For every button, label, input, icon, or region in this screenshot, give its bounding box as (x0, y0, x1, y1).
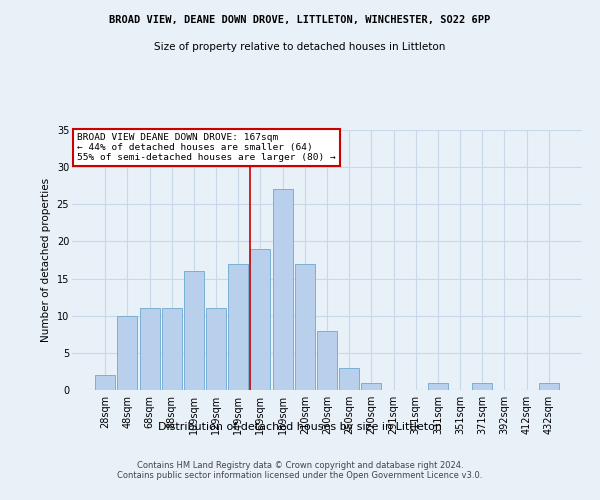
Bar (539, 382, 559, 390)
Bar (339, 368, 359, 390)
Text: BROAD VIEW, DEANE DOWN DROVE, LITTLETON, WINCHESTER, SO22 6PP: BROAD VIEW, DEANE DOWN DROVE, LITTLETON,… (109, 15, 491, 25)
Bar (428, 382, 448, 390)
Bar (228, 264, 248, 390)
Bar (162, 308, 182, 390)
Bar (95, 375, 115, 390)
Text: BROAD VIEW DEANE DOWN DROVE: 167sqm
← 44% of detached houses are smaller (64)
55: BROAD VIEW DEANE DOWN DROVE: 167sqm ← 44… (77, 132, 336, 162)
Text: Distribution of detached houses by size in Littleton: Distribution of detached houses by size … (158, 422, 442, 432)
Text: Size of property relative to detached houses in Littleton: Size of property relative to detached ho… (154, 42, 446, 52)
Bar (206, 308, 226, 390)
Text: Contains HM Land Registry data © Crown copyright and database right 2024.
Contai: Contains HM Land Registry data © Crown c… (118, 460, 482, 480)
Bar (184, 271, 204, 390)
Bar (472, 382, 492, 390)
Bar (361, 382, 382, 390)
Y-axis label: Number of detached properties: Number of detached properties (41, 178, 51, 342)
Bar (118, 316, 137, 390)
Bar (140, 308, 160, 390)
Bar (295, 264, 315, 390)
Bar (317, 330, 337, 390)
Bar (250, 249, 271, 390)
Bar (272, 190, 293, 390)
